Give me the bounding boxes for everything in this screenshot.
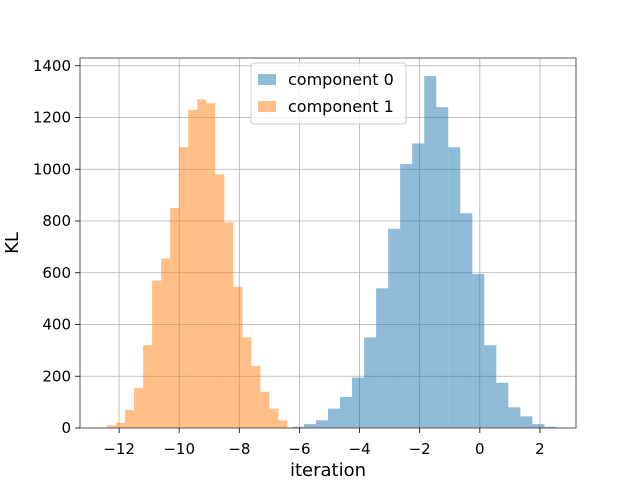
y-tick-label-4: 800 xyxy=(42,212,71,230)
bar-component-0-9 xyxy=(400,164,413,428)
x-axis-ticks: −12 −10 −8 −6 −4 −2 0 2 xyxy=(103,428,545,458)
bar-component-0-10 xyxy=(412,143,425,428)
bar-component-1-2 xyxy=(125,409,135,428)
y-tick-label-5: 1000 xyxy=(33,160,71,178)
bar-component-0-18 xyxy=(508,407,521,428)
legend: component 0 component 1 xyxy=(250,62,407,125)
x-tick-label-2: −8 xyxy=(228,440,250,458)
bar-component-0-16 xyxy=(484,345,497,428)
x-tick-label-7: 2 xyxy=(535,440,545,458)
bar-component-0-12 xyxy=(436,107,449,429)
bar-component-0-11 xyxy=(424,76,437,429)
bar-component-1-11 xyxy=(206,103,216,428)
bar-component-0-1 xyxy=(303,424,316,428)
bar-component-1-0 xyxy=(107,425,117,428)
bar-component-0-14 xyxy=(460,213,473,428)
bar-component-0-0 xyxy=(291,426,304,428)
y-axis-ticks: 0 200 400 600 800 1000 1200 1400 xyxy=(33,57,80,437)
y-tick-label-0: 0 xyxy=(61,419,71,437)
bar-component-1-7 xyxy=(170,208,180,428)
bar-component-0-20 xyxy=(532,424,545,428)
bar-component-0-5 xyxy=(352,377,365,428)
bar-component-0-7 xyxy=(376,288,389,428)
y-tick-label-1: 200 xyxy=(42,367,71,385)
y-tick-label-7: 1400 xyxy=(33,57,71,75)
bar-component-0-4 xyxy=(340,396,353,428)
bar-component-0-8 xyxy=(388,228,401,428)
legend-swatch-component-0 xyxy=(258,74,276,85)
x-tick-label-5: −2 xyxy=(409,440,431,458)
bar-component-1-13 xyxy=(224,222,234,428)
x-tick-label-6: 0 xyxy=(475,440,485,458)
x-tick-label-0: −12 xyxy=(103,440,135,458)
x-tick-label-1: −10 xyxy=(163,440,195,458)
bar-component-1-4 xyxy=(143,345,153,428)
bar-component-1-14 xyxy=(233,286,243,428)
bar-component-1-5 xyxy=(152,280,162,428)
y-tick-label-3: 600 xyxy=(42,264,71,282)
legend-box xyxy=(250,62,407,125)
bar-component-1-18 xyxy=(269,408,279,428)
bar-component-1-15 xyxy=(242,337,252,428)
bar-component-0-6 xyxy=(364,337,377,428)
legend-label-component-0: component 0 xyxy=(288,70,394,89)
y-tick-label-6: 1200 xyxy=(33,109,71,127)
bar-component-1-10 xyxy=(197,99,207,429)
x-axis-label: iteration xyxy=(290,460,366,480)
bar-component-1-3 xyxy=(134,387,144,428)
bar-component-0-2 xyxy=(315,420,328,428)
x-tick-label-4: −4 xyxy=(349,440,371,458)
histogram-bars xyxy=(107,76,557,429)
bar-component-1-16 xyxy=(251,365,261,428)
legend-label-component-1: component 1 xyxy=(288,97,394,116)
bar-component-0-15 xyxy=(472,274,485,428)
y-axis-label: KL xyxy=(2,232,23,254)
plot-frame xyxy=(79,57,577,429)
bar-component-1-17 xyxy=(260,391,270,428)
bar-component-0-3 xyxy=(328,408,341,428)
legend-swatch-component-1 xyxy=(258,101,276,112)
bar-component-0-19 xyxy=(520,416,533,428)
bar-component-1-6 xyxy=(161,258,171,428)
bar-component-1-9 xyxy=(188,109,198,428)
x-tick-label-3: −6 xyxy=(288,440,310,458)
bar-component-0-21 xyxy=(544,426,557,428)
bar-component-0-13 xyxy=(448,147,461,428)
bar-component-1-19 xyxy=(278,420,288,428)
bar-component-0-17 xyxy=(496,382,509,428)
bar-component-1-12 xyxy=(215,174,225,428)
bar-component-1-1 xyxy=(116,422,126,428)
y-tick-label-2: 400 xyxy=(42,316,71,334)
bar-component-1-8 xyxy=(179,147,189,428)
